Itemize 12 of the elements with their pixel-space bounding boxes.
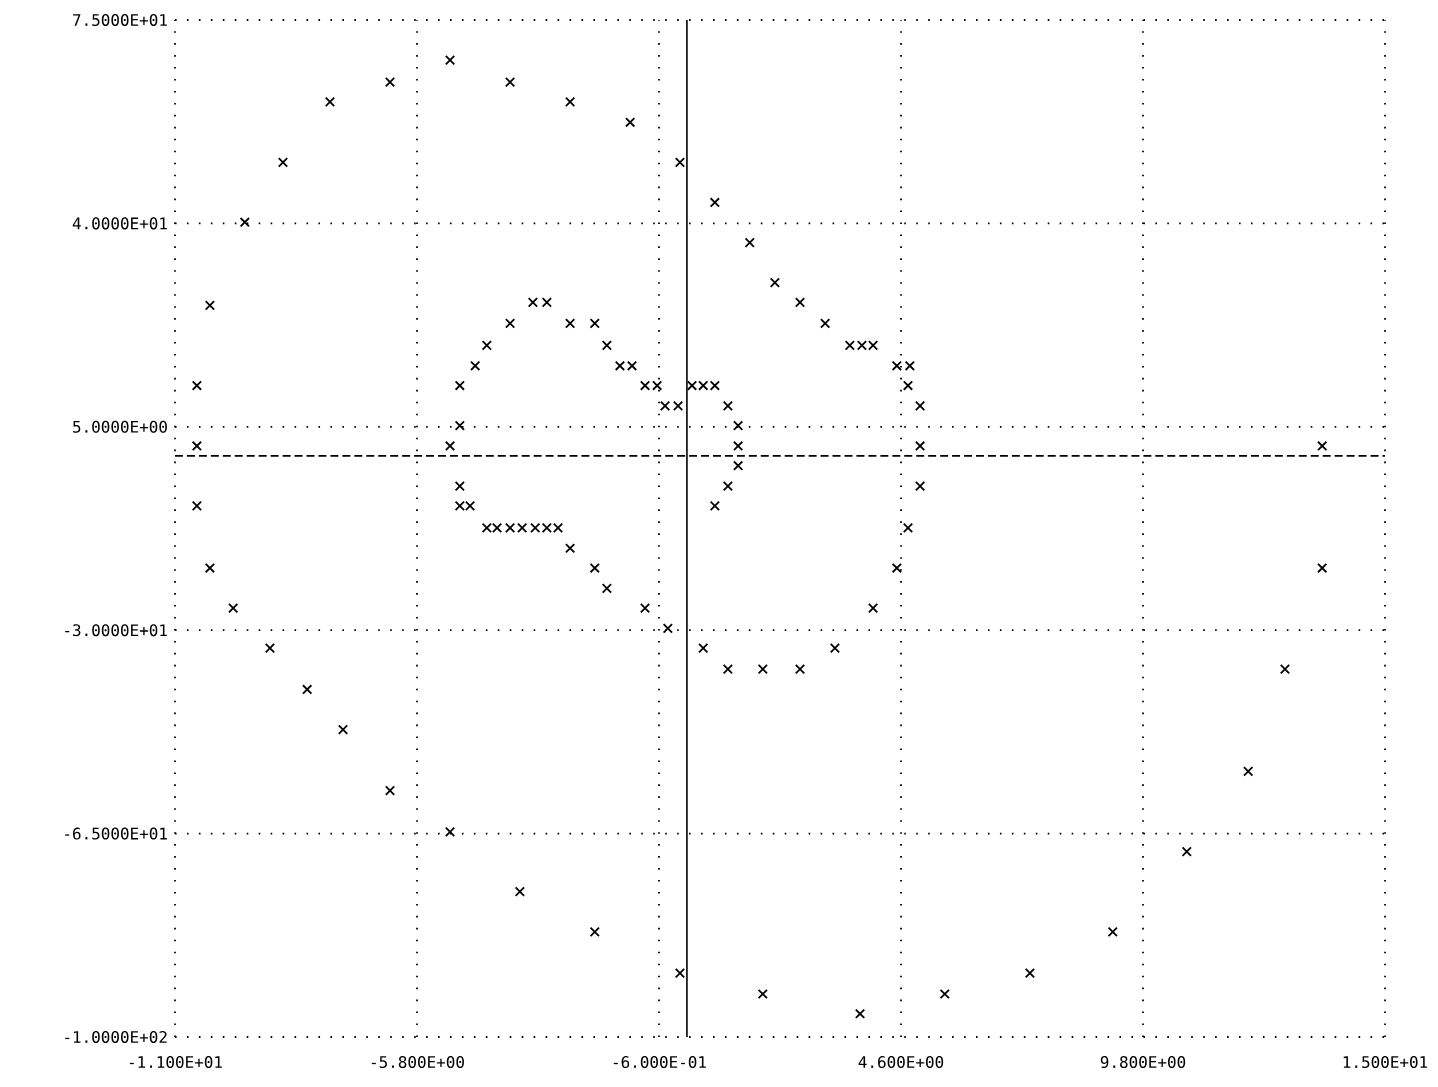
y-tick-label: 5.0000E+00: [73, 420, 167, 433]
x-tick-label: 1.500E+01: [1343, 1056, 1428, 1069]
y-tick-label: -3.0000E+01: [65, 624, 167, 637]
y-tick-label: -1.0000E+02: [65, 1030, 167, 1044]
y-tick-label: 4.0000E+01: [72, 217, 167, 230]
y-tick-label: -6.5000E+01: [65, 827, 167, 840]
x-tick-label: -5.800E+00: [371, 1056, 464, 1069]
x-tick-label: -6.000E-01: [613, 1056, 706, 1069]
x-tick-label: -1.100E+01: [129, 1056, 222, 1069]
x-tick-label: 4.600E+00: [858, 1056, 944, 1069]
y-tick-label: 7.5000E+01: [73, 13, 167, 27]
x-tick-label: 9.800E+00: [1100, 1056, 1186, 1069]
